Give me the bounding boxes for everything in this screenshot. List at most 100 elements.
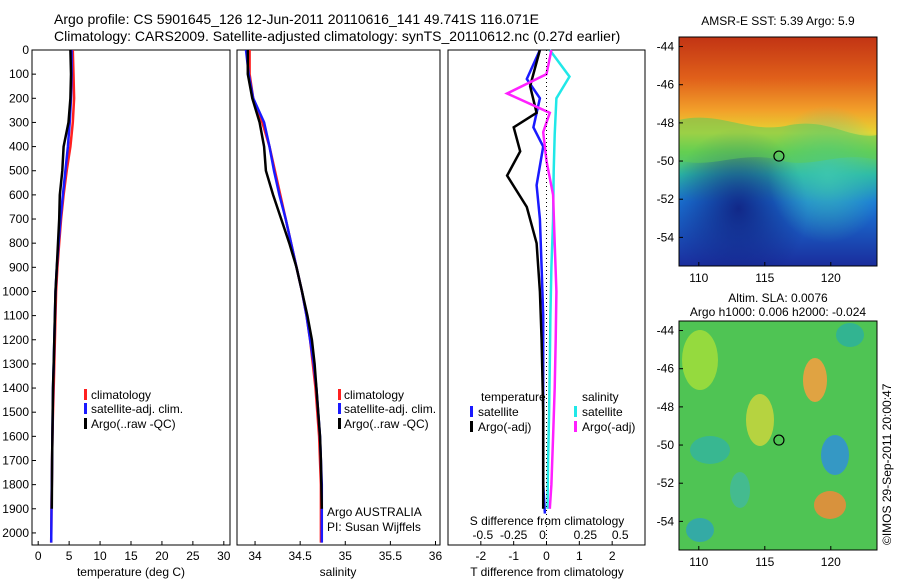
legend-label: satellite-adj. clim. [91,402,183,416]
map-x-tick-label: 115 [755,555,774,569]
y-tick-label: 1100 [3,309,29,323]
map-y-tick-label: -52 [657,192,675,206]
map-x-tick-label: 110 [689,271,708,285]
y-tick-label: 1800 [2,478,29,492]
map-y-tick-label: -50 [657,438,675,452]
series-line-salinity-satellite [546,49,572,509]
map-x-tick-label: 110 [689,555,708,569]
map-y-tick-label: -48 [657,400,675,414]
y-tick-label: 100 [9,67,29,81]
legend-swatch [470,421,473,432]
legend-swatch [84,403,87,414]
salinity-plot: 34 34.5 35 35.5 36 climatologysatellite-adj. … [244,49,443,563]
legend-swatch [338,403,341,414]
x-tick-label: 2 [609,549,616,563]
legend-swatch [84,418,87,429]
legend-label: Argo(-adj) [478,420,531,434]
map-y-tick-label: -48 [657,116,675,130]
legend-label: satellite [478,405,519,419]
series-line-salinity-argo-adj- [504,49,558,509]
y-tick-label: 1400 [2,381,29,395]
map-y-tick-label: -52 [657,476,675,490]
x-tick-label: 35 [339,549,353,563]
map-y-tick-label: -50 [657,154,675,168]
map-y-tick-label: -54 [657,514,675,528]
imos-stamp: ©IMOS 29-Sep-2011 20:00:47 [880,383,894,545]
legend-title-salinity: salinity [582,390,619,404]
temperature-plot: 0 100 200 300 400 500 600 700 800 900 1000 1100 1200… [2,43,231,563]
sla-map-frame [678,320,878,551]
argo-position-marker [773,150,785,162]
top-tick-label: 0.25 [574,528,598,542]
profile-title: Argo profile: CS 5901645_126 12-Jun-2011… [54,11,539,27]
map-x-tick-label: 120 [821,271,841,285]
sst-map-frame [678,36,878,267]
sst-map-title: AMSR-E SST: 5.39 Argo: 5.9 [701,14,855,28]
temperature-xlabel: temperature (deg C) [77,565,185,579]
series-line-argo-raw-qc- [246,50,324,509]
x-tick-label: 34 [248,549,262,563]
legend-label: climatology [91,388,151,402]
legend-swatch [338,418,341,429]
x-tick-label: -1 [508,549,519,563]
y-tick-label: 900 [9,260,29,274]
y-tick-label: 400 [9,140,29,154]
map-y-tick-label: -46 [657,362,675,376]
top-tick-label: 0 [539,528,546,542]
x-tick-label: 15 [124,549,138,563]
y-tick-label: 1600 [2,429,29,443]
legend-swatch [338,389,341,400]
y-tick-label: 800 [9,236,29,250]
y-tick-label: 700 [9,212,29,226]
map-x-tick-label: 120 [821,555,841,569]
map-y-tick-label: -54 [657,230,675,244]
x-tick-label: 20 [155,549,169,563]
y-tick-label: 600 [9,188,29,202]
y-tick-label: 200 [9,91,29,105]
temperature-panel [31,49,231,546]
salinity-xlabel: salinity [320,565,357,579]
sla-map-subtitle: Argo h1000: 0.006 h2000: -0.024 [690,305,866,319]
legend-swatch [574,421,577,432]
difference-top-xlabel: S difference from climatology [470,514,625,528]
difference-plot: -2 -1 0 1 2 -0.5 -0.25 0 0.25 0.5 temperature salin… [470,49,635,563]
salinity-panel [236,49,441,546]
annotation-argo-australia: Argo AUSTRALIA [327,505,422,519]
y-tick-label: 1300 [2,357,29,371]
y-tick-label: 1900 [2,502,29,516]
legend-swatch [470,406,473,417]
x-tick-label: 34.5 [288,549,312,563]
legend-label: climatology [344,388,404,402]
x-tick-label: 35.5 [379,549,403,563]
x-tick-label: 25 [186,549,200,563]
annotation-pi: PI: Susan Wijffels [327,520,421,534]
y-tick-label: 1000 [2,284,29,298]
x-tick-label: 30 [217,549,231,563]
legend-label: Argo(..raw -QC) [91,417,176,431]
map-y-tick-label: -44 [657,324,675,338]
legend-label: satellite-adj. clim. [344,402,436,416]
sla-map-title: Altim. SLA: 0.0076 [728,291,828,305]
top-tick-label: -0.5 [472,528,493,542]
legend-title-temperature: temperature [481,390,546,404]
y-tick-label: 500 [9,164,29,178]
y-tick-label: 2000 [2,526,29,540]
y-tick-label: 1700 [2,453,29,467]
x-tick-label: 36 [429,549,443,563]
map-x-tick-label: 115 [755,271,774,285]
series-line-temperature-argo-adj- [505,49,545,509]
top-tick-label: -0.25 [500,528,528,542]
series-line-argo-raw-qc- [50,49,73,509]
argo-position-marker [773,434,785,446]
top-tick-label: 0.5 [612,528,629,542]
x-tick-label: 1 [576,549,583,563]
y-tick-label: 1500 [2,405,29,419]
y-tick-label: 0 [22,43,29,57]
climatology-subtitle: Climatology: CARS2009. Satellite-adjuste… [54,28,621,44]
x-tick-label: 10 [93,549,107,563]
y-tick-label: 1200 [2,333,29,347]
y-tick-label: 300 [9,115,29,129]
x-tick-label: -2 [475,549,486,563]
legend-swatch [574,406,577,417]
